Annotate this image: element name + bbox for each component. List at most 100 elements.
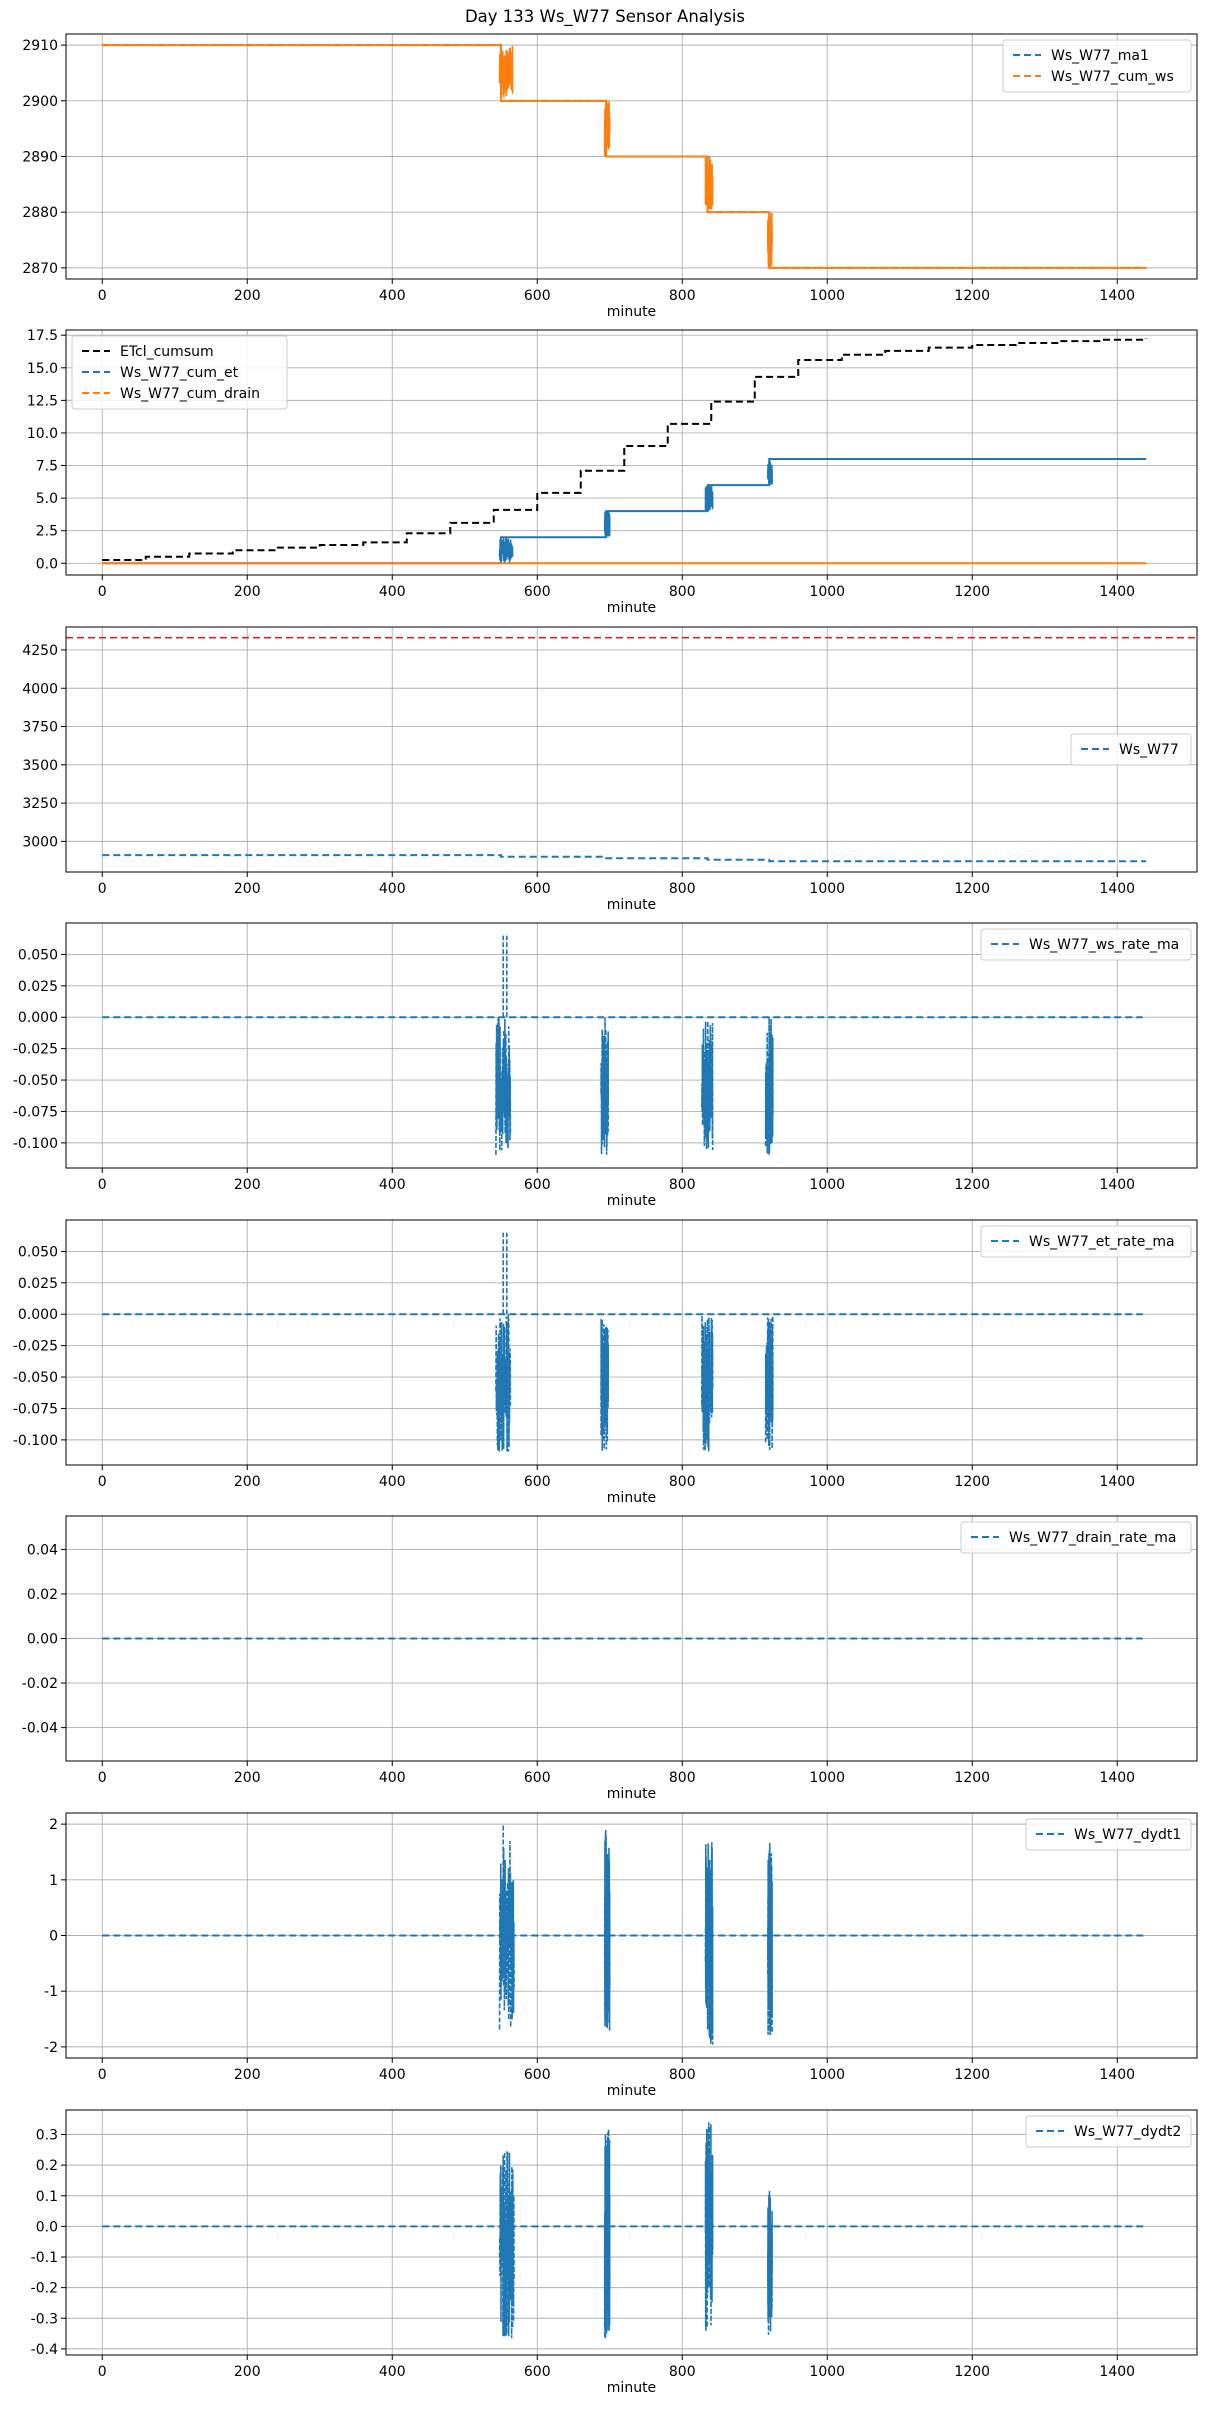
series-burst-Ws_W77_dydt2 — [603, 2129, 611, 2340]
y-tick-label: 2880 — [22, 205, 58, 221]
x-tick-label: 1400 — [1099, 1770, 1135, 1786]
y-tick-label: -0.050 — [13, 1073, 58, 1089]
legend: Ws_W77_ws_rate_ma — [980, 928, 1192, 961]
x-tick-label: 800 — [669, 2364, 696, 2380]
x-tick-label: 1000 — [809, 881, 845, 897]
chart-panel-7: 0 200 400 600 800 1000 1200 1400 -2 -1 0 1 2 minute Ws… — [44, 1812, 1198, 2099]
x-tick-label: 800 — [669, 584, 696, 600]
x-tick-label: 400 — [379, 1177, 406, 1193]
x-tick-label: 200 — [234, 1177, 261, 1193]
x-axis-label: minute — [607, 600, 656, 616]
x-tick-label: 600 — [524, 1474, 551, 1490]
y-tick-label: 0.3 — [36, 2128, 58, 2144]
legend: Ws_W77 — [1070, 733, 1192, 766]
x-tick-label: 1200 — [954, 1770, 990, 1786]
x-tick-label: 1400 — [1099, 2364, 1135, 2380]
series-burst-Ws_W77_cum_et — [603, 511, 611, 538]
x-tick-label: 400 — [379, 584, 406, 600]
x-tick-label: 800 — [669, 288, 696, 304]
y-tick-label: 0.0 — [36, 2219, 58, 2235]
axes-frame — [65, 922, 1198, 1169]
x-tick-label: 1000 — [809, 288, 845, 304]
x-axis-label: minute — [607, 1193, 656, 1209]
chart-panel-4: 0 200 400 600 800 1000 1200 1400 -0.100 -0.075 -0.… — [13, 922, 1198, 1209]
x-tick-label: 1200 — [954, 1474, 990, 1490]
legend: Ws_W77_dydt1 — [1025, 1818, 1192, 1851]
y-tick-label: 1 — [49, 1873, 58, 1889]
y-tick-label: 3250 — [22, 796, 58, 812]
grid — [66, 923, 1197, 1168]
x-tick-label: 200 — [234, 1474, 261, 1490]
x-tick-label: 1400 — [1099, 288, 1135, 304]
y-tick-label: 0.025 — [18, 1276, 58, 1292]
y-tick-label: 0.00 — [27, 1632, 58, 1648]
plot-area — [102, 1232, 1143, 1452]
y-tick-label: 7.5 — [36, 459, 58, 475]
y-tick-label: 4250 — [22, 643, 58, 659]
y-tick-label: -0.075 — [13, 1104, 58, 1120]
legend-entry: ETcl_cumsum — [120, 344, 214, 360]
series-burst-Ws_W77_et_rate_ma — [701, 1315, 714, 1452]
x-tick-label: 800 — [669, 2067, 696, 2083]
x-tick-label: 0 — [98, 288, 107, 304]
y-tick-label: -0.025 — [13, 1042, 58, 1058]
axes-frame — [65, 1219, 1198, 1466]
legend-box — [960, 1521, 1192, 1554]
series-burst-Ws_W77_ws_rate_ma — [600, 1017, 610, 1155]
y-tick-label: 2890 — [22, 150, 58, 166]
series-burst-Ws_W77_cum_ws — [603, 101, 611, 157]
legend-box — [1025, 2115, 1192, 2148]
legend: ETcl_cumsum Ws_W77_cum_et Ws_W77_cum_drain — [71, 335, 288, 410]
chart-panel-3: 0 200 400 600 800 1000 1200 1400 3000 3250 3500 375… — [22, 626, 1198, 913]
x-tick-label: 1000 — [809, 584, 845, 600]
y-tick-label: -0.04 — [22, 1721, 58, 1737]
chart-panel-1: 0 200 400 600 800 1000 1200 1400 2870 2880 2890 290… — [22, 33, 1198, 320]
legend-entry: Ws_W77_cum_ws — [1051, 69, 1174, 85]
x-tick-label: 1400 — [1099, 584, 1135, 600]
y-tick-label: 0.000 — [18, 1010, 58, 1026]
x-tick-label: 1400 — [1099, 1177, 1135, 1193]
axes-frame — [65, 2109, 1198, 2356]
x-tick-label: 600 — [524, 288, 551, 304]
legend-box — [1025, 1818, 1192, 1851]
legend: Ws_W77_ma1 Ws_W77_cum_ws — [1002, 39, 1192, 93]
plot-area — [102, 935, 1143, 1156]
x-tick-label: 0 — [98, 1177, 107, 1193]
y-tick-label: 12.5 — [27, 393, 58, 409]
y-tick-label: 0.02 — [27, 1587, 58, 1603]
y-tick-label: 0.1 — [36, 2189, 58, 2205]
legend-entry: Ws_W77_cum_et — [120, 365, 239, 381]
y-tick-label: 0.025 — [18, 979, 58, 995]
axes-frame — [65, 626, 1198, 873]
x-tick-label: 0 — [98, 881, 107, 897]
y-tick-label: 2870 — [22, 261, 58, 277]
y-tick-label: 10.0 — [27, 426, 58, 442]
axes-frame — [65, 329, 1198, 576]
x-tick-label: 1400 — [1099, 881, 1135, 897]
series-burst-Ws_W77_dydt1 — [603, 1830, 611, 2031]
x-axis-label: minute — [607, 1490, 656, 1506]
legend: Ws_W77_et_rate_ma — [980, 1225, 1192, 1258]
series-Ws_W77_cum_et — [102, 458, 1147, 565]
y-tick-label: -0.4 — [31, 2342, 58, 2358]
y-tick-label: 4000 — [22, 681, 58, 697]
chart-panel-2: 0 200 400 600 800 1000 1200 1400 0.0 2.5 5.0 7.5 10.… — [27, 328, 1198, 616]
x-tick-label: 1000 — [809, 2364, 845, 2380]
series-burst-Ws_W77_et_rate_ma — [495, 1314, 512, 1452]
y-tick-label: -0.025 — [13, 1339, 58, 1355]
legend-box — [71, 335, 288, 410]
y-tick-label: -0.100 — [13, 1433, 58, 1449]
legend-entry: Ws_W77_drain_rate_ma — [1009, 1530, 1176, 1546]
series-burst-Ws_W77_dydt2 — [498, 2151, 515, 2339]
x-tick-label: 1000 — [809, 1177, 845, 1193]
legend-entry: Ws_W77_ma1 — [1051, 48, 1149, 64]
x-tick-label: 1400 — [1099, 1474, 1135, 1490]
series-burst-Ws_W77_cum_et — [767, 460, 773, 485]
x-tick-label: 1400 — [1099, 2067, 1135, 2083]
x-tick-label: 0 — [98, 2364, 107, 2380]
x-tick-label: 600 — [524, 2364, 551, 2380]
series-burst-Ws_W77_cum_ws — [498, 45, 514, 98]
x-tick-label: 0 — [98, 584, 107, 600]
legend: Ws_W77_dydt2 — [1025, 2115, 1192, 2148]
